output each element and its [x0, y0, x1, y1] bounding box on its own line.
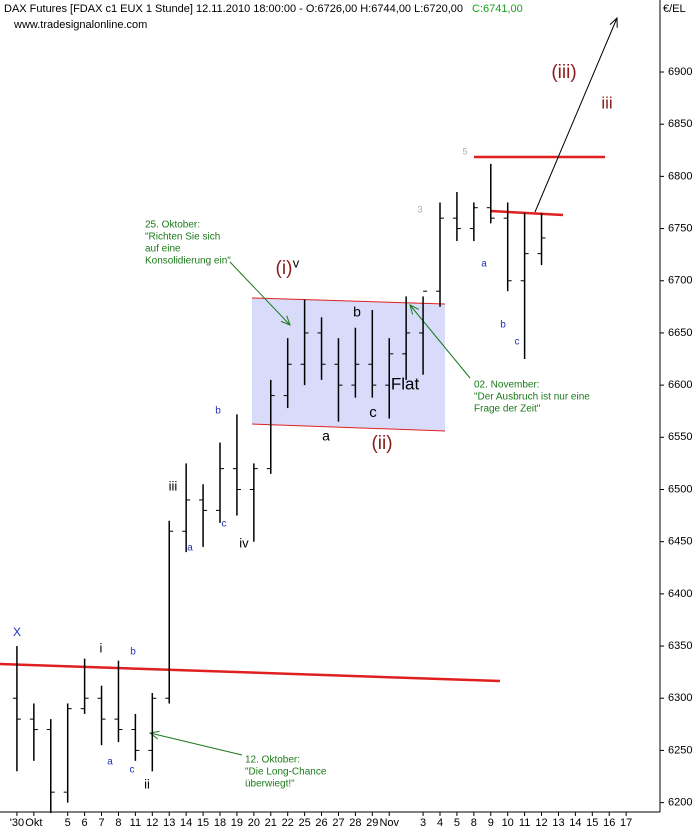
x-tick-label: '30 — [10, 817, 24, 829]
x-tick-label: 11 — [130, 817, 141, 829]
x-tick-label: 8 — [471, 817, 477, 829]
wave-label: (ii) — [371, 433, 392, 454]
wave-label: a — [322, 428, 330, 444]
resistance-line — [0, 662, 501, 683]
y-tick-label: 6900 — [668, 66, 692, 78]
wave-label: i — [100, 640, 103, 655]
x-tick-label: 3 — [420, 817, 426, 829]
x-tick-label: 25 — [298, 817, 310, 829]
x-tick-label: 4 — [437, 817, 443, 829]
wave-label: c — [130, 765, 135, 776]
wave-label: iii — [169, 478, 178, 493]
note-text: "Die Long-Chance — [245, 767, 327, 778]
wave-label: b — [353, 304, 361, 320]
y-tick-label: 6350 — [668, 640, 692, 652]
y-axis-label: €/EL — [663, 3, 686, 15]
x-tick-label: 17 — [620, 817, 632, 829]
wave-label: ii — [144, 776, 150, 791]
x-tick-label: 6 — [82, 817, 88, 829]
x-tick-label: 13 — [552, 817, 564, 829]
note-arrow — [150, 733, 243, 756]
x-tick-label: 28 — [349, 817, 361, 829]
x-tick-label: 5 — [65, 817, 71, 829]
wave-label: b — [130, 647, 136, 658]
subtitle: www.tradesignalonline.com — [13, 19, 147, 31]
wave-label: c — [369, 404, 377, 421]
channel-top — [251, 297, 446, 305]
x-tick-label: 21 — [265, 817, 277, 829]
wave-label: a — [107, 757, 113, 768]
note-text: überwiegt!" — [245, 779, 295, 790]
y-tick-label: 6200 — [668, 797, 692, 809]
wave-label: iii — [601, 93, 612, 112]
x-tick-label: 13 — [163, 817, 175, 829]
wave-label: b — [215, 406, 221, 417]
x-tick-label: 7 — [98, 817, 104, 829]
x-tick-label: 15 — [197, 817, 209, 829]
y-tick-label: 6550 — [668, 431, 692, 443]
x-tick-label: 11 — [519, 817, 530, 829]
x-tick-label: 20 — [248, 817, 260, 829]
channel-bottom — [251, 423, 446, 432]
x-tick-label: 8 — [115, 817, 121, 829]
x-tick-label: 16 — [603, 817, 615, 829]
x-tick-label: 22 — [282, 817, 294, 829]
x-tick-label: 26 — [315, 817, 327, 829]
note-text: Konsolidierung ein" — [145, 256, 231, 267]
y-tick-label: 6500 — [668, 483, 692, 495]
y-tick-label: 6850 — [668, 118, 692, 130]
wave-label: a — [187, 543, 193, 554]
x-tick-label: 10 — [502, 817, 514, 829]
wave-label: Flat — [391, 374, 420, 393]
y-tick-label: 6400 — [668, 588, 692, 600]
wave-label: (iii) — [551, 62, 576, 83]
chart-title: DAX Futures [FDAX c1 EUX 1 Stunde] 12.11… — [4, 3, 463, 15]
wave-label: 3 — [417, 204, 422, 214]
y-tick-label: 6250 — [668, 744, 692, 756]
note-arrow — [410, 305, 471, 379]
wave-label: (i) — [276, 258, 293, 279]
note-text: "Der Ausbruch ist nur eine — [474, 392, 590, 403]
x-tick-label: 14 — [180, 817, 192, 829]
wave-label: iv — [239, 535, 249, 550]
note-text: Frage der Zeit" — [474, 404, 541, 415]
note-text: auf eine — [145, 244, 181, 255]
y-tick-label: 6300 — [668, 692, 692, 704]
wave-label: a — [481, 259, 487, 270]
y-tick-label: 6650 — [668, 327, 692, 339]
note-text: 12. Oktober: — [245, 755, 300, 766]
y-tick-label: 6750 — [668, 222, 692, 234]
x-tick-label: 12 — [535, 817, 547, 829]
x-tick-label: 19 — [231, 817, 243, 829]
last-close: C:6741,00 — [472, 3, 523, 15]
wave-label: X — [13, 625, 21, 639]
note-text: "Richten Sie sich — [145, 232, 220, 243]
note-text: 25. Oktober: — [145, 220, 200, 231]
y-tick-label: 6700 — [668, 275, 692, 287]
x-tick-label: 5 — [454, 817, 460, 829]
x-tick-label: 15 — [586, 817, 598, 829]
flat-channel — [252, 298, 445, 431]
x-tick-label: 27 — [332, 817, 344, 829]
note-arrow — [229, 261, 290, 325]
note-text: 02. November: — [474, 380, 540, 391]
wave-label: v — [293, 255, 300, 270]
wave-label: 5 — [462, 146, 467, 156]
y-tick-label: 6450 — [668, 536, 692, 548]
x-tick-label: 12 — [146, 817, 158, 829]
y-tick-label: 6800 — [668, 170, 692, 182]
y-tick-label: 6600 — [668, 379, 692, 391]
x-tick-label: 9 — [488, 817, 494, 829]
wave-label: c — [222, 519, 227, 530]
wave-label: b — [500, 320, 506, 331]
breakout-line — [489, 209, 564, 217]
x-tick-label: 14 — [569, 817, 581, 829]
x-tick-label: Okt — [25, 817, 42, 829]
x-tick-label: 18 — [214, 817, 226, 829]
target-arrow — [534, 18, 617, 213]
x-tick-label: 29 — [366, 817, 378, 829]
wave-label: c — [515, 337, 520, 348]
x-tick-label: Nov — [379, 817, 399, 829]
